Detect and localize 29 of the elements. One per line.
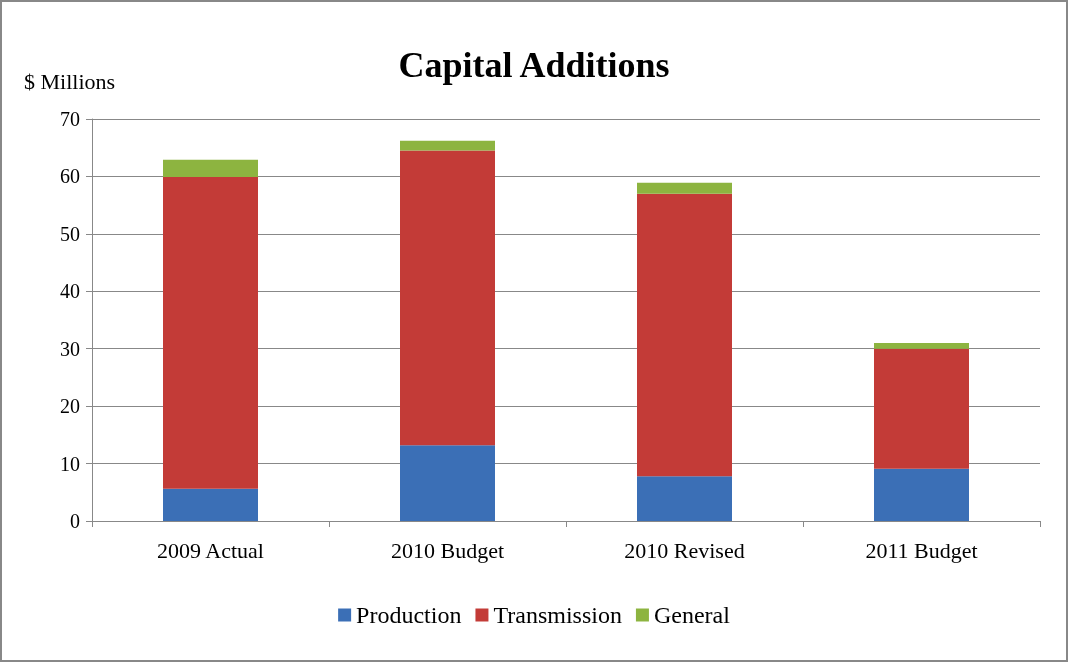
bar <box>874 342 969 349</box>
y-tick-label: 20 <box>60 395 80 418</box>
y-tick-label: 0 <box>70 510 80 532</box>
bar <box>163 159 258 177</box>
y-tick-label: 40 <box>60 280 80 303</box>
bar <box>637 476 732 521</box>
legend-label: Production <box>356 602 462 628</box>
bar <box>874 348 969 469</box>
bar <box>637 193 732 477</box>
y-axis-title: $ Millions <box>24 68 116 94</box>
bar <box>400 140 495 151</box>
x-tick-label: 2009 Actual <box>157 537 264 563</box>
bar <box>163 177 258 489</box>
x-tick-label: 2010 Revised <box>624 537 745 563</box>
y-tick-label: 60 <box>60 165 80 188</box>
y-tick-label: 30 <box>60 337 80 360</box>
bar <box>163 488 258 521</box>
bar <box>400 445 495 521</box>
x-tick-label: 2010 Budget <box>390 537 505 563</box>
y-tick-label: 70 <box>60 108 80 130</box>
bar <box>874 468 969 521</box>
legend-label: General <box>653 602 731 628</box>
y-tick-label: 50 <box>60 222 80 245</box>
bar <box>400 150 495 446</box>
x-tick-label: 2011 Budget <box>865 537 978 563</box>
y-tick-label: 10 <box>60 452 80 475</box>
chart-title: Capital Additions <box>398 45 670 85</box>
bar <box>637 182 732 194</box>
legend-label: Transmission <box>493 602 622 628</box>
